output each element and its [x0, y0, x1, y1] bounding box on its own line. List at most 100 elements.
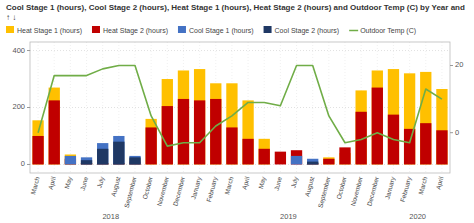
bar	[49, 100, 60, 164]
grid-line-y	[30, 50, 450, 51]
bar	[436, 164, 447, 165]
legend-swatch	[264, 26, 272, 33]
bar	[388, 164, 399, 165]
bar	[291, 164, 302, 165]
legend-label: Heat Stage 2 (hours)	[103, 27, 168, 35]
x-axis: MarchAprilMayJuneJulyAugustSeptemberOcto…	[29, 175, 445, 209]
y2-tick	[450, 65, 453, 66]
bar	[436, 89, 447, 164]
x-tick-label: March	[223, 176, 235, 196]
bar	[65, 164, 76, 165]
legend-item: Outdoor Temp (C)	[349, 27, 416, 35]
x-tick-label: July	[289, 175, 300, 189]
bar	[32, 136, 43, 164]
bar	[259, 149, 270, 165]
bar	[339, 164, 350, 165]
bar	[210, 99, 221, 164]
title: Cool Stage 1 (hours), Cool Stage 2 (hour…	[6, 3, 467, 22]
x-tick-label: January	[189, 175, 203, 200]
grid	[30, 42, 450, 173]
bar	[259, 164, 270, 165]
bar-series	[65, 136, 319, 164]
bar	[307, 162, 318, 165]
bar-series	[32, 88, 447, 165]
bar	[388, 69, 399, 164]
legend-label: Heat Stage 1 (hours)	[17, 27, 82, 35]
bar	[129, 156, 140, 165]
bar	[356, 90, 367, 164]
line	[38, 66, 442, 147]
bar	[146, 164, 157, 165]
bar	[436, 130, 447, 164]
grid-line-x	[86, 42, 87, 173]
title-line: ↑ ↓	[6, 13, 16, 22]
legend: Heat Stage 1 (hours) Heat Stage 2 (hours)…	[6, 26, 416, 35]
x-tick-label: March	[29, 176, 41, 196]
x-tick-label: September	[123, 175, 139, 209]
bar	[210, 164, 221, 165]
bar	[291, 150, 302, 164]
grid-line-y	[30, 107, 450, 108]
y2-tick-label: 20	[455, 60, 463, 69]
bar	[420, 72, 431, 165]
x-tick-label: May	[257, 175, 268, 190]
legend-swatch	[92, 26, 100, 33]
bar	[194, 100, 205, 164]
y2-axis: 020	[450, 60, 463, 136]
bar	[307, 159, 318, 165]
x-tick-label: January	[383, 175, 397, 200]
y-tick-label: 400	[12, 46, 25, 55]
bar	[420, 164, 431, 165]
x-tick-label: November	[155, 175, 170, 207]
bar	[49, 88, 60, 165]
bar	[81, 160, 92, 164]
bar	[113, 142, 124, 165]
x-tick-label: October	[141, 175, 154, 200]
legend-label: Cool Stage 1 (hours)	[189, 27, 254, 35]
bar	[372, 164, 383, 165]
bar	[275, 164, 286, 165]
bar	[356, 164, 367, 165]
y-tick-label: 200	[12, 102, 25, 111]
legend-swatch	[178, 26, 186, 33]
bar	[339, 164, 350, 165]
bar	[275, 164, 286, 165]
bar	[275, 152, 286, 165]
bar	[356, 164, 367, 165]
x-tick-label: February	[205, 175, 220, 203]
bar	[339, 147, 350, 164]
bar	[372, 70, 383, 164]
y-axis: 0 200 400	[12, 46, 30, 169]
legend-swatch	[6, 26, 14, 33]
legend-item: Heat Stage 2 (hours)	[92, 26, 168, 35]
legend-item: Cool Stage 2 (hours)	[264, 26, 340, 35]
bar	[404, 164, 415, 165]
y-tick-label: 0	[21, 159, 25, 168]
bar	[162, 164, 173, 165]
grid-line-x	[312, 42, 313, 173]
x-tick-label: August	[303, 176, 316, 198]
year-label: 2019	[280, 212, 297, 221]
x-tick-label: November	[349, 175, 364, 207]
year-label: 2020	[409, 212, 426, 221]
bar	[65, 154, 76, 164]
x-tick-label: May	[63, 175, 74, 190]
bar	[194, 164, 205, 165]
bar	[210, 164, 221, 165]
x-tick-label: April	[47, 175, 58, 190]
bar	[291, 156, 302, 165]
bar	[65, 156, 76, 165]
bar	[194, 164, 205, 165]
legend-item: Cool Stage 1 (hours)	[178, 26, 254, 35]
x-tick-label: August	[109, 176, 122, 198]
bar	[226, 164, 237, 165]
title-line: Cool Stage 1 (hours), Cool Stage 2 (hour…	[6, 3, 467, 12]
bar	[372, 164, 383, 165]
bar	[113, 136, 124, 164]
bar	[242, 164, 253, 165]
grid-line-x	[70, 42, 71, 173]
bar	[259, 139, 270, 165]
bar	[259, 164, 270, 165]
y-tick	[27, 107, 30, 108]
bar	[372, 88, 383, 165]
